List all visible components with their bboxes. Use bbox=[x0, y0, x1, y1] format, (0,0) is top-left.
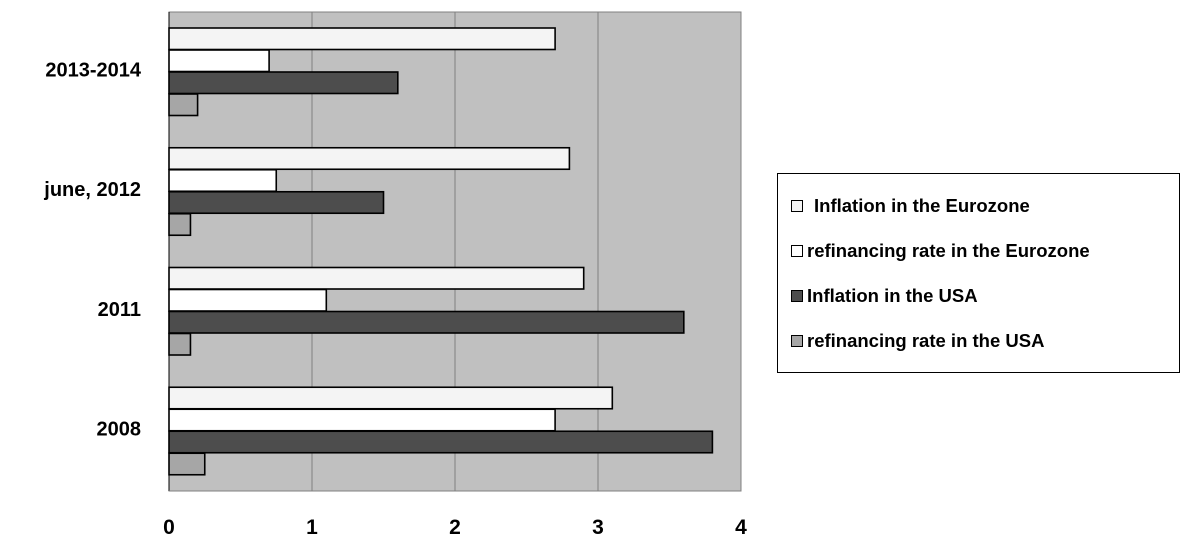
legend-item-refinancing-eurozone: refinancing rate in the Eurozone bbox=[791, 240, 1090, 262]
x-tick-labels: 0 1 2 3 4 bbox=[163, 516, 747, 539]
legend-swatch-icon bbox=[791, 335, 803, 347]
legend-swatch-icon bbox=[791, 200, 803, 212]
bar-0-2 bbox=[168, 266, 585, 290]
category-labels: 2013-2014 june, 2012 2011 2008 bbox=[43, 59, 142, 440]
legend-label: Inflation in the USA bbox=[807, 285, 978, 306]
legend-label: refinancing rate in the Eurozone bbox=[807, 240, 1090, 261]
x-tick-label: 2 bbox=[449, 516, 461, 539]
legend-swatch-icon bbox=[791, 245, 803, 257]
category-label: 2008 bbox=[97, 419, 142, 441]
bar-2-2 bbox=[168, 310, 685, 334]
bar-1-1 bbox=[168, 168, 278, 193]
bar-3-1 bbox=[168, 212, 192, 237]
legend: Inflation in the Eurozone refinancing ra… bbox=[777, 173, 1180, 373]
legend-label: Inflation in the Eurozone bbox=[814, 195, 1030, 216]
x-tick-label: 0 bbox=[163, 516, 175, 539]
bar-0-0 bbox=[168, 27, 556, 51]
category-label: 2011 bbox=[98, 299, 141, 321]
bar-2-0 bbox=[168, 71, 399, 95]
bar-1-2 bbox=[168, 288, 328, 312]
category-label: 2013-2014 bbox=[45, 59, 142, 81]
legend-item-inflation-eurozone: Inflation in the Eurozone bbox=[791, 195, 1030, 217]
bar-3-0 bbox=[168, 93, 199, 117]
bar-2-3 bbox=[168, 430, 714, 454]
legend-item-refinancing-usa: refinancing rate in the USA bbox=[791, 330, 1044, 352]
category-label: june, 2012 bbox=[43, 179, 141, 201]
bars bbox=[168, 27, 714, 476]
legend-swatch-icon bbox=[791, 290, 803, 302]
bar-1-3 bbox=[168, 408, 556, 432]
bar-2-1 bbox=[168, 190, 385, 215]
legend-label: refinancing rate in the USA bbox=[807, 330, 1045, 351]
legend-item-inflation-usa: Inflation in the USA bbox=[791, 285, 978, 307]
bar-3-3 bbox=[168, 452, 206, 476]
bar-3-2 bbox=[168, 332, 192, 356]
bar-1-0 bbox=[168, 49, 270, 73]
bar-0-1 bbox=[168, 146, 571, 171]
x-tick-label: 3 bbox=[592, 516, 604, 539]
x-tick-label: 1 bbox=[306, 516, 318, 539]
bar-0-3 bbox=[168, 386, 614, 410]
x-tick-label: 4 bbox=[735, 516, 747, 539]
